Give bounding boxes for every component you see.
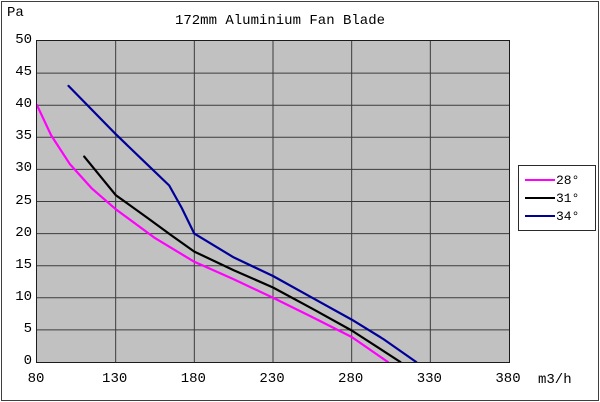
legend-item: 28° [525, 171, 591, 189]
y-tick-label: 5 [23, 320, 32, 337]
y-tick-label: 50 [15, 32, 32, 48]
series-line-28° [37, 104, 389, 362]
legend-item: 34° [525, 207, 591, 225]
y-tick-label: 20 [15, 224, 32, 241]
y-tick-label: 15 [15, 256, 32, 273]
chart-plot-svg [37, 41, 509, 362]
legend: 28° 31° 34° [518, 165, 596, 231]
y-tick-label: 45 [15, 64, 32, 81]
legend-label: 31° [556, 190, 580, 206]
x-tick-label: 230 [259, 371, 285, 387]
chart-title: 172mm Aluminium Fan Blade [174, 13, 386, 29]
plot-area [36, 40, 510, 363]
legend-line-swatch [525, 179, 555, 181]
legend-label: 28° [556, 172, 580, 188]
series-line-34° [67, 84, 418, 362]
y-axis-unit-label: Pa [7, 5, 24, 21]
x-tick-label: 380 [495, 371, 521, 387]
x-tick-label: 180 [180, 371, 206, 387]
y-tick-label: 30 [15, 160, 32, 177]
legend-line-swatch [525, 197, 555, 199]
x-tick-label: 80 [27, 371, 45, 387]
x-tick-label: 280 [338, 371, 364, 387]
x-tick-label: 130 [102, 371, 128, 387]
y-tick-label: 25 [15, 192, 32, 209]
legend-item: 31° [525, 189, 591, 207]
legend-label: 34° [556, 208, 580, 224]
y-tick-label: 35 [15, 128, 32, 145]
y-tick-label: 10 [15, 288, 32, 305]
legend-line-swatch [525, 215, 555, 217]
series-line-31° [83, 155, 402, 362]
y-tick-label: 0 [23, 353, 32, 369]
y-tick-label: 40 [15, 96, 32, 113]
x-tick-label: 330 [416, 371, 442, 387]
x-axis-unit-label: m3/h [538, 372, 572, 388]
